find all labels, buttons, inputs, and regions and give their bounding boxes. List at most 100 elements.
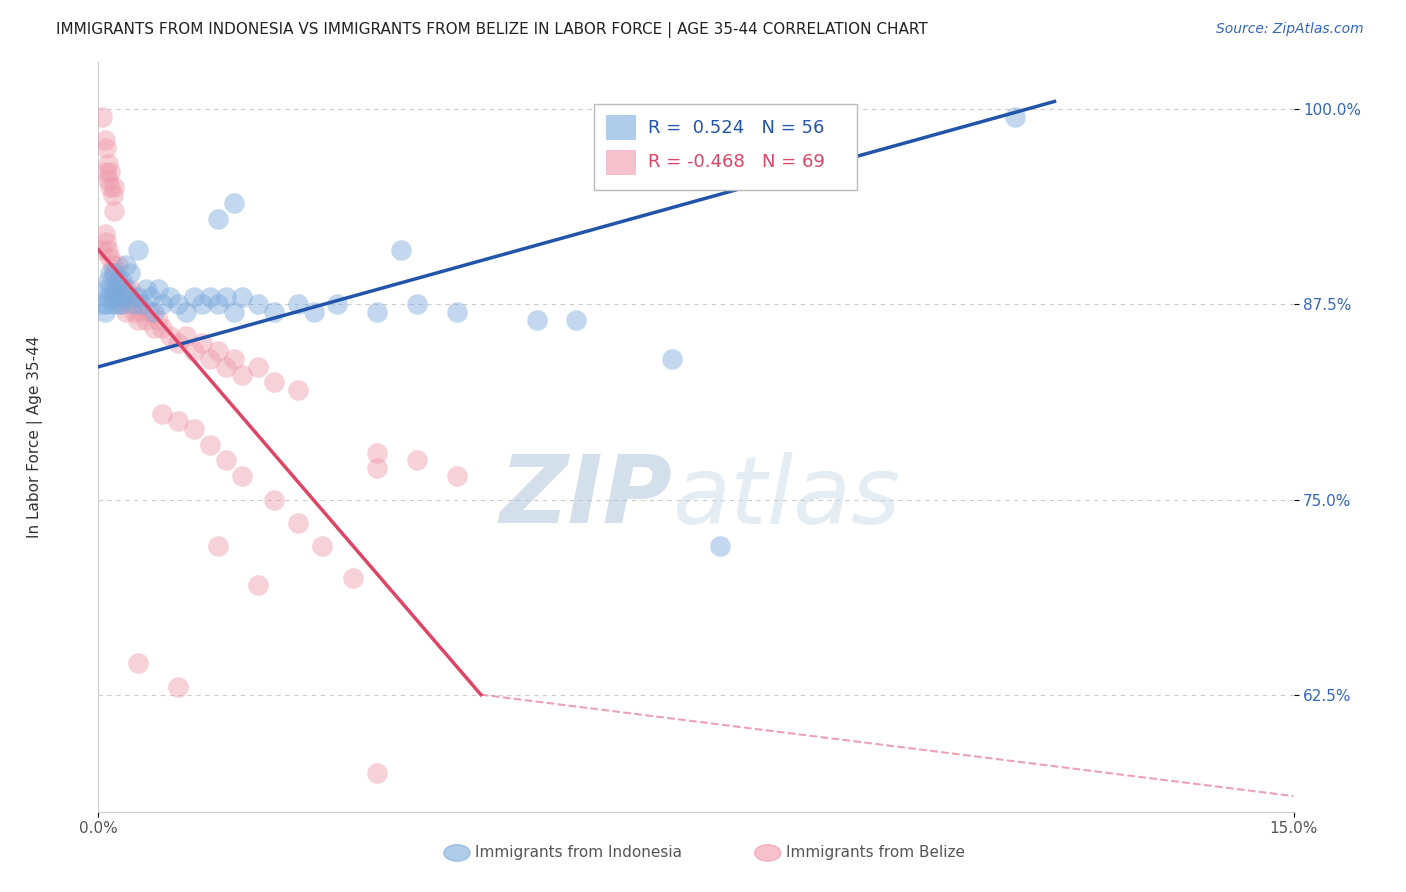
Point <box>326 297 349 311</box>
Point <box>159 328 181 343</box>
Point <box>111 282 134 296</box>
Point <box>565 313 588 327</box>
Point <box>191 336 214 351</box>
Point <box>215 359 238 374</box>
Point <box>366 461 388 475</box>
Point <box>183 422 205 436</box>
Point <box>135 282 157 296</box>
Point <box>207 297 229 311</box>
Point <box>115 259 138 273</box>
Point <box>150 321 173 335</box>
Point <box>406 453 429 467</box>
FancyBboxPatch shape <box>595 103 858 190</box>
Text: atlas: atlas <box>672 451 900 542</box>
Point <box>103 266 125 280</box>
Point <box>98 251 122 265</box>
Point <box>101 188 124 202</box>
Circle shape <box>755 845 780 861</box>
Point <box>91 243 114 257</box>
Point <box>148 282 170 296</box>
Point <box>96 141 118 155</box>
Point <box>191 297 214 311</box>
Point <box>446 469 468 483</box>
Point <box>91 110 114 124</box>
Point <box>98 180 122 194</box>
Text: R =  0.524   N = 56: R = 0.524 N = 56 <box>648 119 824 136</box>
Point <box>389 243 412 257</box>
Point <box>110 289 132 303</box>
Point <box>131 305 153 319</box>
Point <box>198 289 221 303</box>
Point <box>115 282 138 296</box>
Point <box>302 305 325 319</box>
Point <box>104 282 127 296</box>
Point <box>174 305 197 319</box>
Point <box>661 352 683 367</box>
Point <box>96 282 118 296</box>
Circle shape <box>444 845 470 861</box>
Point <box>246 359 269 374</box>
Point <box>287 383 309 397</box>
Point <box>183 344 205 359</box>
Point <box>246 297 269 311</box>
Point <box>167 414 190 428</box>
Point <box>342 571 364 585</box>
Point <box>246 578 269 592</box>
Point <box>167 336 190 351</box>
Point <box>96 235 118 249</box>
Point <box>311 539 333 553</box>
Point <box>174 328 197 343</box>
Point <box>287 516 309 530</box>
Point <box>150 407 173 421</box>
Point <box>94 305 117 319</box>
Point <box>446 305 468 319</box>
Point <box>111 297 134 311</box>
Point <box>97 243 120 257</box>
Point <box>263 492 285 507</box>
Point <box>215 453 238 467</box>
Point <box>263 305 285 319</box>
Point <box>98 282 122 296</box>
Point <box>287 297 309 311</box>
Point <box>127 313 149 327</box>
Point <box>107 274 129 288</box>
Point <box>139 289 162 303</box>
Point <box>96 297 118 311</box>
Point <box>135 313 157 327</box>
Point <box>207 211 229 226</box>
Point <box>263 376 285 390</box>
Point <box>150 297 173 311</box>
Point <box>167 680 190 694</box>
Point <box>222 195 245 210</box>
Point <box>198 438 221 452</box>
Text: Source: ZipAtlas.com: Source: ZipAtlas.com <box>1216 22 1364 37</box>
Point <box>1004 110 1026 124</box>
Point <box>143 321 166 335</box>
Point <box>98 164 122 178</box>
Point <box>406 297 429 311</box>
Point <box>115 289 138 303</box>
Point <box>96 164 118 178</box>
Point <box>97 172 120 186</box>
Point <box>120 297 142 311</box>
Point <box>103 282 125 296</box>
Point <box>207 344 229 359</box>
Point <box>110 289 132 303</box>
Point <box>366 765 388 780</box>
Point <box>120 289 142 303</box>
Point <box>107 274 129 288</box>
Point <box>131 297 153 311</box>
Text: R = -0.468   N = 69: R = -0.468 N = 69 <box>648 153 825 171</box>
Point <box>120 282 142 296</box>
Point <box>709 539 731 553</box>
Text: Immigrants from Indonesia: Immigrants from Indonesia <box>475 846 682 861</box>
Point <box>127 243 149 257</box>
Point <box>94 133 117 147</box>
Point <box>101 259 124 273</box>
Point <box>107 259 129 273</box>
Point <box>97 157 120 171</box>
Point <box>148 313 170 327</box>
Text: ZIP: ZIP <box>499 451 672 543</box>
Point <box>222 352 245 367</box>
Point <box>198 352 221 367</box>
